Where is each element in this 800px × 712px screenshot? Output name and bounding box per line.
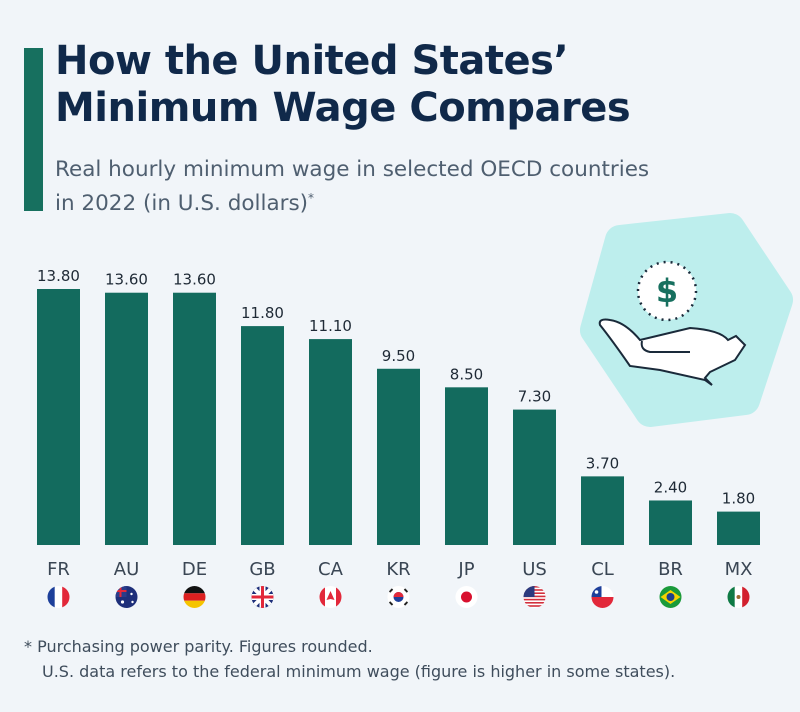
x-tick-label: CL	[591, 559, 614, 580]
footnote-line-2: U.S. data refers to the federal minimum …	[42, 662, 676, 681]
data-label: 9.50	[382, 347, 415, 365]
bar-JP	[445, 387, 488, 545]
data-label: 13.80	[37, 267, 80, 285]
flag-cl-icon	[591, 586, 614, 608]
x-tick-label: BR	[658, 559, 683, 580]
title-line-2: Minimum Wage Compares	[55, 85, 631, 131]
x-tick-label: MX	[725, 559, 753, 580]
chart-subtitle: Real hourly minimum wage in selected OEC…	[55, 155, 649, 218]
footnote-line-1: * Purchasing power parity. Figures round…	[24, 637, 373, 656]
bar-KR	[377, 368, 420, 545]
bar-CL	[581, 476, 624, 545]
flag-au-icon	[115, 586, 138, 608]
bar-CA	[309, 339, 352, 545]
flag-kr-icon	[387, 586, 410, 608]
bar-US	[513, 409, 556, 545]
flag-mx-icon	[727, 586, 750, 608]
bar-GB	[241, 326, 284, 545]
data-label: 13.60	[173, 271, 216, 289]
data-label: 13.60	[105, 271, 148, 289]
bar-FR	[37, 289, 80, 545]
x-tick-label: DE	[182, 559, 207, 580]
hand-holding-dollar-icon: $	[580, 213, 793, 427]
data-label: 11.10	[309, 317, 352, 335]
x-tick-label: US	[522, 559, 547, 580]
data-label: 7.30	[518, 388, 551, 406]
flag-de-icon	[183, 586, 206, 608]
flag-gb-icon	[251, 586, 274, 608]
data-label: 1.80	[722, 490, 755, 508]
flag-br-icon	[659, 586, 682, 608]
x-tick-label: AU	[114, 559, 140, 580]
flag-us-icon	[523, 586, 546, 608]
flag-jp-icon	[455, 586, 478, 608]
x-tick-label: GB	[249, 559, 275, 580]
subtitle-mark: *	[308, 191, 315, 205]
data-label: 3.70	[586, 454, 619, 472]
data-label: 2.40	[654, 478, 687, 496]
data-label: 8.50	[450, 365, 483, 383]
flag-ca-icon	[319, 586, 342, 608]
x-tick-label: FR	[47, 559, 70, 580]
bar-DE	[173, 292, 216, 545]
title-line-1: How the United States’	[55, 38, 569, 84]
subtitle-line-1: Real hourly minimum wage in selected OEC…	[55, 157, 650, 182]
subtitle-line-2: in 2022 (in U.S. dollars)	[55, 191, 309, 217]
bar-BR	[649, 500, 692, 545]
chart-title: How the United States’ Minimum Wage Comp…	[55, 38, 631, 132]
bar-AU	[105, 292, 148, 545]
footnote: * Purchasing power parity. Figures round…	[24, 634, 675, 684]
bar-MX	[717, 511, 760, 545]
svg-text:$: $	[656, 272, 678, 310]
x-tick-label: KR	[386, 559, 410, 580]
flag-fr-icon	[47, 586, 70, 608]
x-tick-label: CA	[318, 559, 344, 580]
title-accent-bar	[24, 48, 43, 211]
data-label: 11.80	[241, 304, 284, 322]
x-tick-label: JP	[457, 559, 474, 580]
